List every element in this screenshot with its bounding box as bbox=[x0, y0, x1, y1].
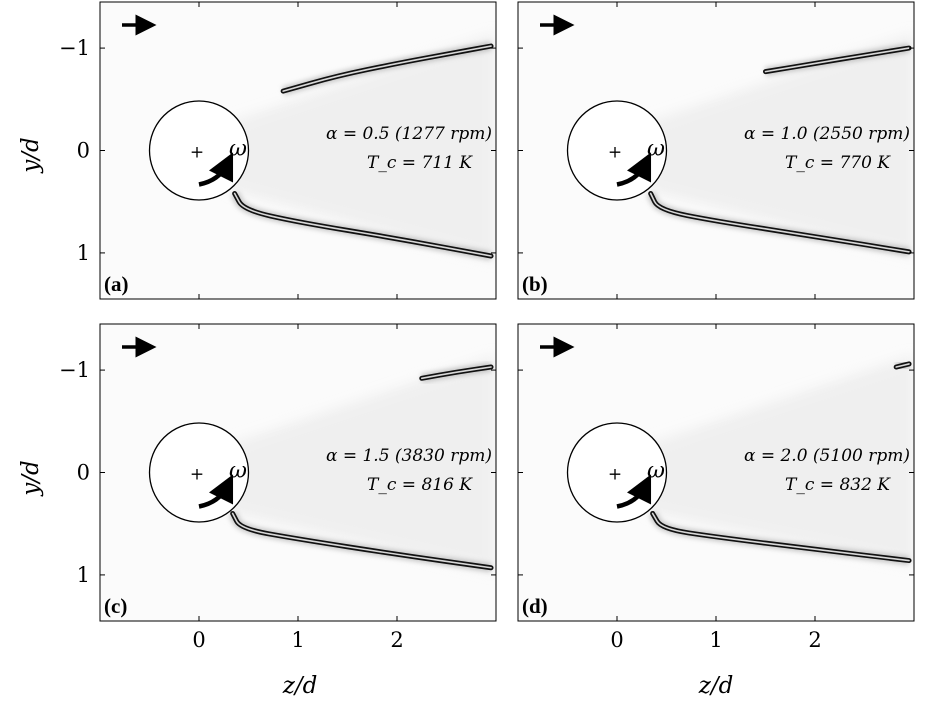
wake-shading bbox=[219, 354, 496, 573]
lower-flame-front-inner bbox=[233, 192, 492, 257]
panel-label: (c) bbox=[104, 594, 127, 618]
panel-a: + ω α = 0.5 (1277 rpm) T_c = 711 K (a) −1 0 1 bbox=[59, 1, 497, 300]
alpha-annotation: α = 2.0 (5100 rpm) bbox=[744, 446, 910, 466]
lower-flame-front-inner bbox=[231, 512, 492, 569]
panel-label: (d) bbox=[522, 594, 548, 618]
x-axis-label-right: z/d bbox=[698, 673, 734, 699]
temperature-annotation: T_c = 770 K bbox=[785, 153, 891, 173]
lower-flame-front-inner bbox=[649, 192, 910, 253]
omega-label: ω bbox=[647, 459, 665, 484]
lower-flame-front-inner bbox=[651, 512, 910, 562]
alpha-annotation: α = 0.5 (1277 rpm) bbox=[326, 124, 492, 144]
y-tick-label: 0 bbox=[77, 139, 90, 163]
cylinder-center-mark: + bbox=[608, 465, 622, 485]
x-tick-label: 0 bbox=[192, 628, 205, 652]
y-axis-label-bottom: y/d bbox=[18, 460, 44, 496]
x-tick-label: 1 bbox=[291, 628, 304, 652]
x-tick-label: 0 bbox=[610, 628, 623, 652]
cylinder-center-mark: + bbox=[190, 143, 204, 163]
temperature-annotation: T_c = 816 K bbox=[367, 475, 473, 495]
upper-flame-front-inner bbox=[420, 366, 492, 380]
omega-label: ω bbox=[229, 137, 247, 162]
upper-flame-front-inner bbox=[282, 45, 492, 92]
rotation-arrow bbox=[616, 474, 652, 509]
cylinder-center-mark: + bbox=[190, 465, 204, 485]
panel-label: (b) bbox=[522, 272, 548, 296]
alpha-annotation: α = 1.5 (3830 rpm) bbox=[326, 446, 492, 466]
temperature-annotation: T_c = 832 K bbox=[785, 475, 891, 495]
temperature-annotation: T_c = 711 K bbox=[367, 153, 473, 173]
y-tick-label: 1 bbox=[77, 563, 90, 587]
panel-d: + ω α = 2.0 (5100 rpm) T_c = 832 K (d) 0 1 2 bbox=[517, 323, 915, 652]
cylinder-center-mark: + bbox=[608, 143, 622, 163]
y-axis-label-top: y/d bbox=[18, 137, 44, 173]
panel-b: + ω α = 1.0 (2550 rpm) T_c = 770 K (b) bbox=[517, 1, 915, 300]
wake-shading bbox=[219, 32, 496, 262]
omega-label: ω bbox=[229, 459, 247, 484]
rotation-arrow bbox=[616, 152, 652, 187]
upper-flame-front-inner bbox=[895, 363, 910, 368]
panel-label: (a) bbox=[104, 272, 129, 296]
rotation-arrow bbox=[198, 152, 234, 187]
wake-shading bbox=[637, 32, 914, 258]
y-tick-label: −1 bbox=[59, 358, 90, 382]
y-tick-label: 0 bbox=[77, 461, 90, 485]
wake-shading bbox=[637, 354, 914, 566]
x-axis-label-left: z/d bbox=[282, 673, 318, 699]
y-tick-label: 1 bbox=[77, 241, 90, 265]
x-tick-label: 2 bbox=[808, 628, 821, 652]
omega-label: ω bbox=[647, 137, 665, 162]
upper-flame-front-inner bbox=[764, 47, 910, 73]
y-tick-label: −1 bbox=[59, 36, 90, 60]
alpha-annotation: α = 1.0 (2550 rpm) bbox=[744, 124, 910, 144]
x-tick-label: 1 bbox=[709, 628, 722, 652]
x-tick-label: 2 bbox=[390, 628, 403, 652]
rotation-arrow bbox=[198, 474, 234, 509]
panel-c: + ω α = 1.5 (3830 rpm) T_c = 816 K (c) 0 1 2 −1 0… bbox=[59, 323, 497, 652]
